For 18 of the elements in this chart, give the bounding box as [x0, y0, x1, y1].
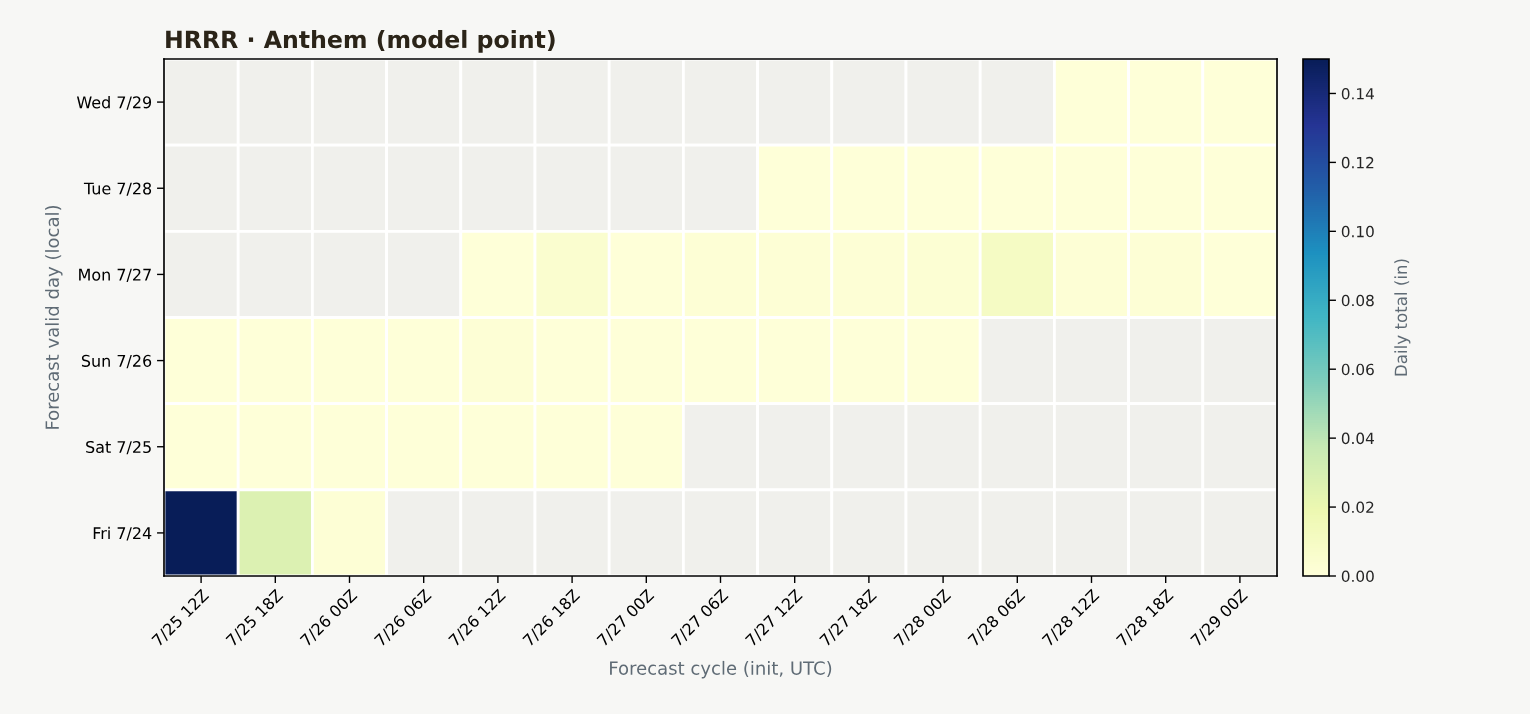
y-tick-label: Wed 7/29	[76, 96, 152, 110]
y-tick-label: Sat 7/25	[86, 440, 151, 455]
x-axis-title: Forecast cycle (init, UTC)	[610, 660, 832, 679]
color-bar-title: Daily total (in)	[1394, 259, 1411, 376]
y-tick-label: Mon 7/27	[79, 268, 151, 282]
y-tick-label: Tue 7/28	[83, 182, 152, 196]
color-bar-label: 0.14	[1341, 87, 1374, 100]
color-bar-label: 0.08	[1341, 294, 1374, 307]
y-tick-label: Fri 7/24	[93, 526, 152, 541]
color-bar-label: 0.00	[1341, 570, 1374, 583]
color-bar-label: 0.04	[1341, 432, 1374, 445]
color-bar-label: 0.06	[1341, 363, 1374, 376]
color-bar-label: 0.10	[1341, 225, 1374, 238]
color-bar-label: 0.12	[1341, 156, 1374, 169]
y-tick-label: Sun 7/26	[81, 354, 152, 369]
y-axis-title: Forecast valid day (local)	[45, 205, 63, 429]
chart-title: HRRR · Anthem (model point)	[166, 29, 555, 53]
color-bar-label: 0.02	[1341, 501, 1374, 514]
